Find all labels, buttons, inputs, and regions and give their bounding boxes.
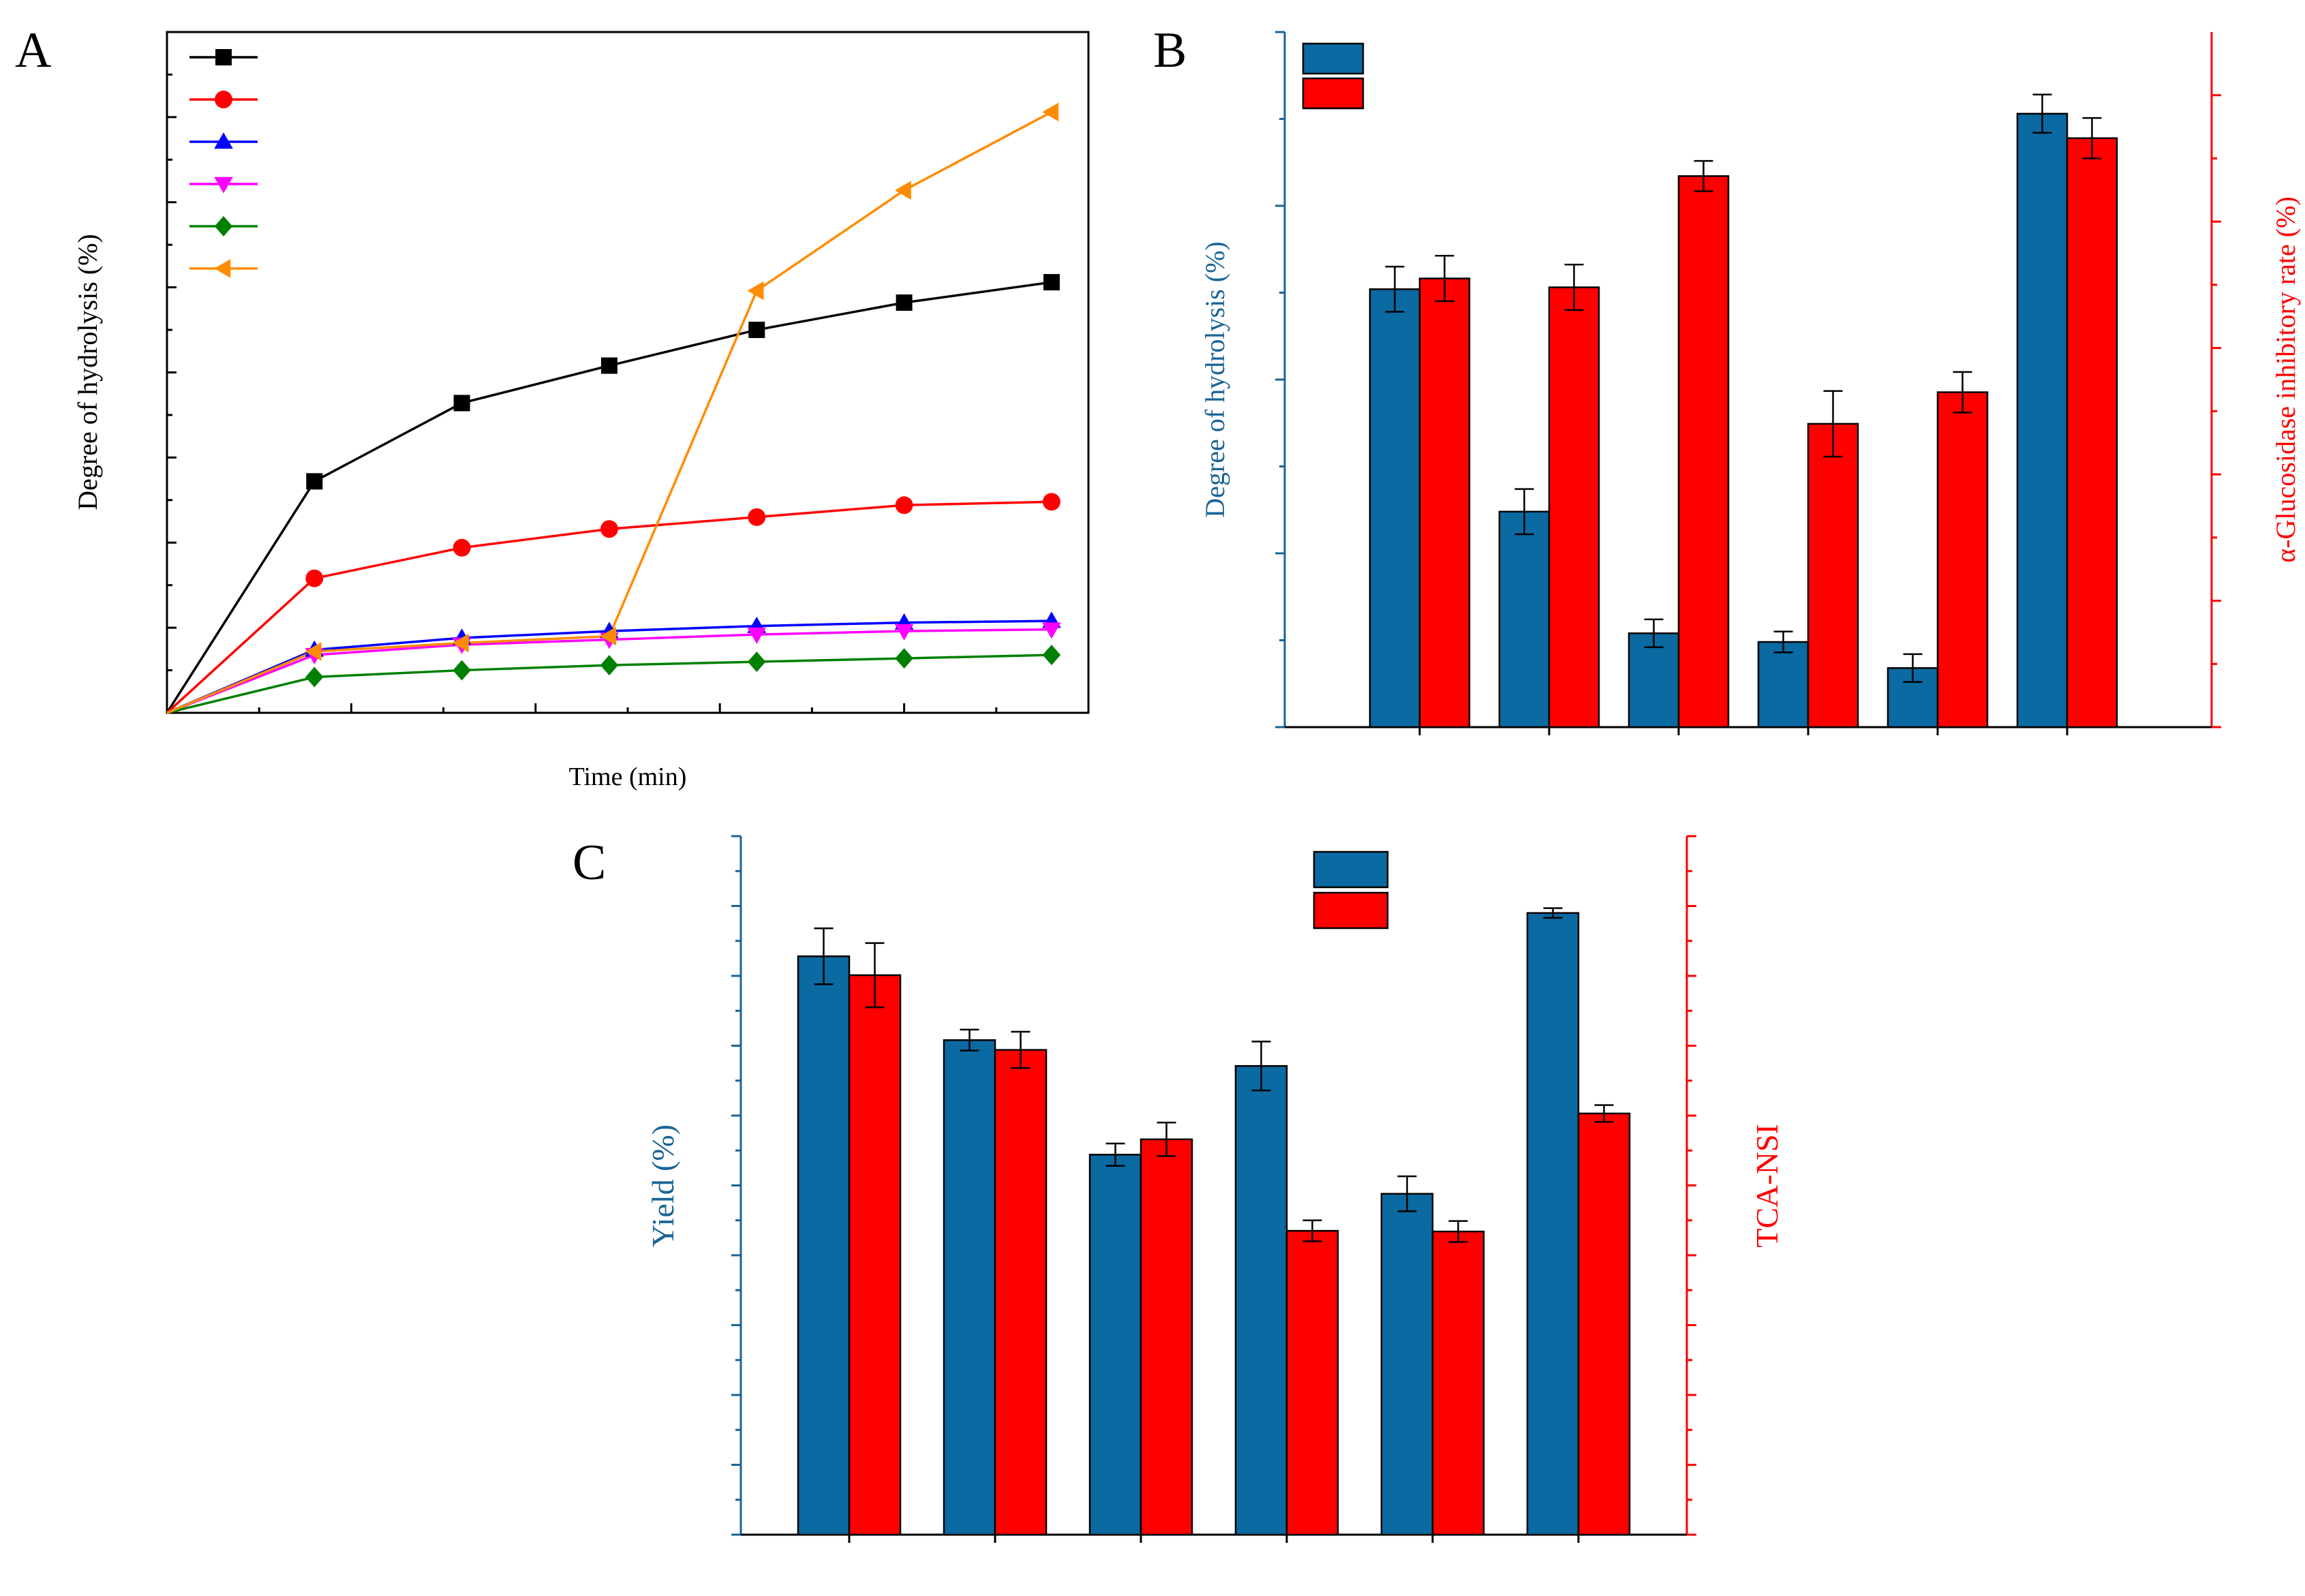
panel-c-letter: C <box>573 835 606 891</box>
bar-yield-pmh-na <box>1526 912 1580 1536</box>
bar-yield-pmh-pro <box>943 1039 996 1536</box>
point-pmh-alc <box>306 473 323 490</box>
legend-marker-pmh-na <box>214 259 231 278</box>
bar-glucosidase-inhibitory-rate-pmh-pap <box>1807 423 1859 728</box>
point-pmh-fla <box>600 655 619 676</box>
bar-glucosidase-inhibitory-rate-pmh-na <box>2066 137 2118 728</box>
legend-swatch-yield <box>1313 850 1389 889</box>
bar-tca-nsi-pmh-na <box>1577 1112 1631 1536</box>
legend-swatch-degree-of-hydrolysis <box>1302 42 1364 75</box>
point-pmh-pap <box>747 627 767 644</box>
bar-yield-pmh-pap <box>1234 1064 1288 1536</box>
point-pmh-na <box>1042 102 1059 122</box>
point-pmh-na <box>894 181 911 200</box>
bar-tca-nsi-pmh-pro <box>994 1049 1048 1536</box>
bar-glucosidase-inhibitory-rate-pmh-alc <box>1418 277 1471 728</box>
panel-a-y-label: Degree of hydrolysis (%) <box>72 234 103 510</box>
bar-tca-nsi-pmh-fla <box>1431 1230 1485 1536</box>
legend-swatch-glucosidase-inhibitory-rate <box>1302 77 1364 110</box>
panel-c-y-label: Yield (%) <box>645 1124 680 1247</box>
point-pmh-fla <box>305 666 324 688</box>
panel-c-legend <box>1313 850 1389 930</box>
legend-marker-pmh-pro <box>215 91 232 108</box>
point-pmh-pro <box>600 520 618 538</box>
panel-a-line-chart: Time (min) Degree of hydrolysis (%) <box>72 31 1090 791</box>
point-pmh-pro <box>305 569 324 587</box>
bar-degree-of-hydrolysis-pmh-alc <box>1369 288 1421 728</box>
panel-b-y-label: Degree of hydrolysis (%) <box>1200 241 1230 517</box>
bar-yield-pmh-alc <box>797 955 851 1536</box>
point-pmh-pro <box>1042 493 1060 511</box>
point-pmh-na <box>600 626 617 646</box>
bar-tca-nsi-pmh-alc <box>848 974 902 1536</box>
point-pmh-alc <box>748 322 765 339</box>
point-pmh-alc <box>1043 274 1060 291</box>
panel-a-letter: A <box>15 22 51 78</box>
point-pmh-fla <box>748 651 766 673</box>
panel-b-letter: B <box>1153 22 1187 78</box>
panel-b-bar-chart: Degree of hydrolysis (%) α-Glucosidase i… <box>1200 31 2301 735</box>
point-pmh-pro <box>895 496 913 515</box>
bar-yield-pmh-fla <box>1380 1193 1434 1536</box>
bar-yield-pmh-neu <box>1088 1154 1142 1536</box>
point-pmh-pap <box>894 624 914 641</box>
point-pmh-pro <box>748 508 766 526</box>
point-pmh-alc <box>600 357 617 374</box>
panel-a-legend <box>189 49 258 278</box>
point-pmh-alc <box>896 294 913 311</box>
point-pmh-pro <box>453 538 471 557</box>
bar-degree-of-hydrolysis-pmh-pro <box>1498 510 1551 728</box>
legend-swatch-tca-nsi <box>1313 891 1389 930</box>
bar-glucosidase-inhibitory-rate-pmh-neu <box>1677 175 1730 728</box>
legend-marker-pmh-alc <box>215 49 232 65</box>
bar-degree-of-hydrolysis-pmh-pap <box>1757 641 1810 728</box>
point-pmh-na <box>747 281 764 301</box>
point-pmh-na <box>452 633 469 653</box>
panel-b-y2-label: α-Glucosidase inhibitory rate (%) <box>2270 196 2301 562</box>
bar-tca-nsi-pmh-pap <box>1285 1229 1339 1536</box>
legend-marker-pmh-neu <box>214 132 233 149</box>
bar-glucosidase-inhibitory-rate-pmh-fla <box>1936 391 1989 728</box>
bar-tca-nsi-pmh-neu <box>1140 1138 1193 1536</box>
bar-degree-of-hydrolysis-pmh-na <box>2016 112 2069 728</box>
point-pmh-fla <box>895 648 913 669</box>
point-pmh-fla <box>1042 645 1061 666</box>
bar-glucosidase-inhibitory-rate-pmh-pro <box>1548 286 1600 728</box>
legend-marker-pmh-fla <box>214 216 233 236</box>
legend-marker-pmh-pap <box>214 177 233 194</box>
point-pmh-pap <box>1042 622 1061 639</box>
panel-c-y2-label: TCA-NSI <box>1750 1124 1784 1247</box>
point-pmh-na <box>305 642 322 661</box>
point-pmh-alc <box>453 395 470 412</box>
panel-a-x-label: Time (min) <box>569 763 687 791</box>
panel-c-bar-chart: Yield (%) TCA-NSI <box>645 835 1784 1543</box>
panel-b-legend <box>1302 42 1364 110</box>
point-pmh-fla <box>453 660 471 681</box>
